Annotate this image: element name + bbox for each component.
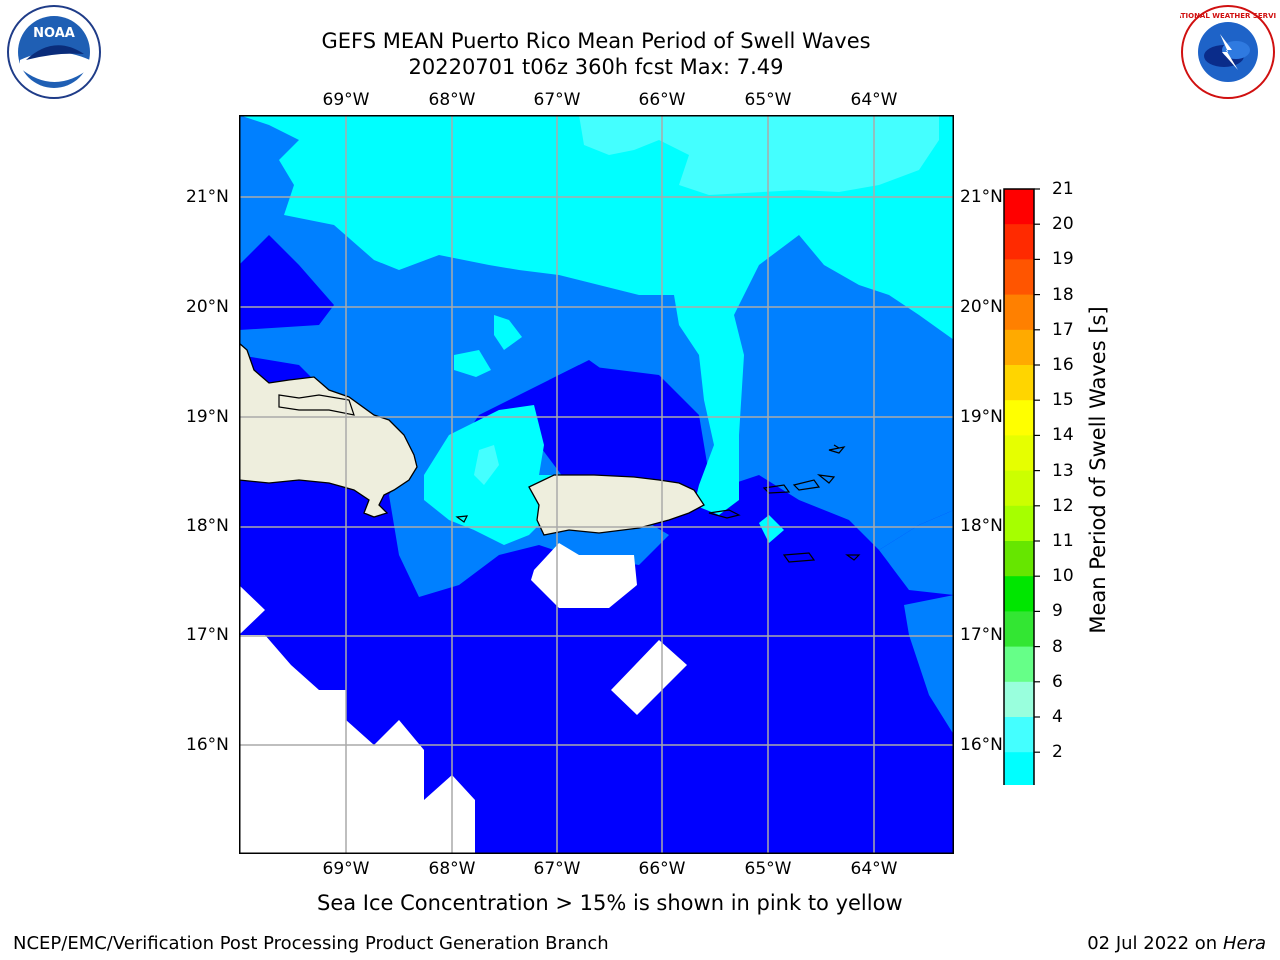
colorbar-segment <box>1004 259 1034 296</box>
lat-label-right: 20°N <box>960 297 1003 317</box>
colorbar-tick-label: 14 <box>1052 425 1074 446</box>
lon-label-bottom: 69°W <box>322 859 370 879</box>
colorbar-segment <box>1004 752 1034 785</box>
colorbar-segment <box>1004 435 1034 472</box>
lat-label-left: 20°N <box>186 297 229 317</box>
no-data-patch-a <box>265 800 291 827</box>
lon-label-bottom: 67°W <box>533 859 581 879</box>
lat-label-left: 17°N <box>186 625 229 645</box>
lat-label-right: 19°N <box>960 407 1003 427</box>
colorbar-segment <box>1004 470 1034 507</box>
colorbar-segment <box>1004 189 1034 225</box>
swell-mid-east-strip <box>904 595 954 735</box>
land-hispaniola-outline <box>278 394 355 416</box>
swell-light-region <box>239 115 954 515</box>
swell-light-east <box>759 515 784 543</box>
colorbar-tick-label: 16 <box>1052 355 1074 375</box>
colorbar-tick-label: 6 <box>1052 671 1063 692</box>
colorbar-segment <box>1004 400 1034 436</box>
map-title: GEFS MEAN Puerto Rico Mean Period of Swe… <box>321 29 871 53</box>
lon-label-top: 69°W <box>322 90 370 110</box>
sea-ice-note: Sea Ice Concentration > 15% is shown in … <box>317 891 903 915</box>
colorbar <box>1003 188 1040 785</box>
lon-label-top: 67°W <box>533 90 581 110</box>
map-subtitle: 20220701 t06z 360h fcst Max: 7.49 <box>408 55 784 79</box>
colorbar-segment <box>1004 541 1034 577</box>
footer-machine: Hera <box>1222 933 1266 954</box>
nws-logo-text: NATIONAL WEATHER SERVICE <box>1180 12 1276 20</box>
lat-label-right: 18°N <box>960 516 1003 536</box>
colorbar-tick-label: 2 <box>1052 742 1063 763</box>
colorbar-segment <box>1004 224 1034 260</box>
lat-label-right: 21°N <box>960 187 1003 207</box>
colorbar-segment <box>1004 646 1034 683</box>
lat-label-left: 21°N <box>186 187 229 207</box>
noaa-logo-text: NOAA <box>33 26 75 41</box>
colorbar-tick-label: 17 <box>1052 319 1074 340</box>
map-frame <box>239 115 954 854</box>
colorbar-segment <box>1004 365 1034 401</box>
lon-label-top: 64°W <box>850 90 898 110</box>
land-hispaniola <box>239 342 418 518</box>
lat-label-right: 17°N <box>960 625 1003 645</box>
lon-label-top: 65°W <box>744 90 792 110</box>
footer-branch: NCEP/EMC/Verification Post Processing Pr… <box>13 933 609 954</box>
colorbar-tick-label: 9 <box>1052 601 1063 622</box>
lat-label-right: 16°N <box>960 735 1003 755</box>
map-grid <box>239 115 954 854</box>
colorbar-segment <box>1004 576 1034 612</box>
colorbar-segment <box>1004 294 1034 331</box>
nws-logo: NATIONAL WEATHER SERVICE <box>1180 5 1276 99</box>
lon-label-bottom: 65°W <box>744 859 792 879</box>
swell-lighter-patch <box>474 445 499 485</box>
colorbar-tick-label: 18 <box>1052 284 1074 305</box>
lat-label-left: 18°N <box>186 516 229 536</box>
colorbar-tick-label: 11 <box>1052 531 1074 551</box>
colorbar-tick-label: 20 <box>1052 214 1074 235</box>
colorbar-tick-label: 15 <box>1052 390 1074 411</box>
colorbar-tick-label: 8 <box>1052 636 1063 657</box>
footer-date-text: 02 Jul 2022 on <box>1087 933 1223 954</box>
no-data-diamond <box>611 640 687 715</box>
colorbar-tick-label: 12 <box>1052 495 1074 516</box>
colorbar-segment <box>1004 505 1034 542</box>
lat-label-left: 19°N <box>186 407 229 427</box>
land-puerto-rico <box>528 474 705 536</box>
no-data-west2 <box>239 585 265 635</box>
colorbar-segment <box>1004 717 1034 753</box>
colorbar-tick-label: 10 <box>1052 566 1074 587</box>
colorbar-segment <box>1004 681 1034 718</box>
swell-lighter-region <box>579 115 939 195</box>
colorbar-tick-label: 19 <box>1052 249 1074 270</box>
lat-label-left: 16°N <box>186 735 229 755</box>
colorbar-tick-label: 21 <box>1052 179 1074 199</box>
lon-label-bottom: 66°W <box>638 859 686 879</box>
colorbar-tick-label: 13 <box>1052 460 1074 481</box>
swell-light-patch2 <box>454 350 491 377</box>
swell-light-patch1 <box>494 315 522 350</box>
colorbar-tick-label: 4 <box>1052 707 1063 727</box>
colorbar-label: Mean Period of Swell Waves [s] <box>1086 306 1110 634</box>
swell-deep-center <box>549 360 654 460</box>
colorbar-segment <box>1004 611 1034 648</box>
colorbar-segment <box>1004 329 1034 366</box>
noaa-logo: NOAA <box>7 5 101 99</box>
land-virgin-islands <box>455 444 861 563</box>
swell-mid-east <box>879 510 954 595</box>
lon-label-bottom: 64°W <box>850 859 898 879</box>
lon-label-top: 68°W <box>428 90 476 110</box>
lon-label-top: 66°W <box>638 90 686 110</box>
map-panel <box>239 115 954 854</box>
lon-label-bottom: 68°W <box>428 859 476 879</box>
footer-date: 02 Jul 2022 on Hera <box>1087 933 1266 954</box>
